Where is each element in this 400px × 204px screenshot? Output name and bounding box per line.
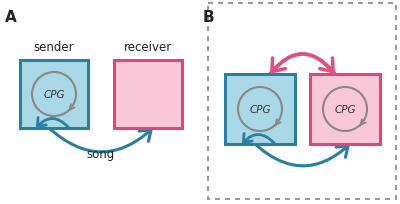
FancyArrowPatch shape xyxy=(272,55,335,75)
FancyArrowPatch shape xyxy=(38,118,69,128)
Bar xyxy=(208,4,396,199)
Bar xyxy=(225,75,295,144)
Text: CPG: CPG xyxy=(334,104,356,114)
Text: song: song xyxy=(87,148,115,161)
FancyArrowPatch shape xyxy=(255,144,348,166)
Text: receiver: receiver xyxy=(124,41,172,54)
Text: sender: sender xyxy=(34,41,74,54)
FancyArrowPatch shape xyxy=(244,134,275,144)
Text: CPG: CPG xyxy=(43,90,65,100)
Bar xyxy=(114,61,182,128)
FancyArrowPatch shape xyxy=(270,55,333,75)
Text: CPG: CPG xyxy=(249,104,271,114)
Bar xyxy=(20,61,88,128)
Text: A: A xyxy=(5,10,17,25)
Text: B: B xyxy=(203,10,215,25)
FancyArrowPatch shape xyxy=(49,128,151,152)
Bar xyxy=(310,75,380,144)
